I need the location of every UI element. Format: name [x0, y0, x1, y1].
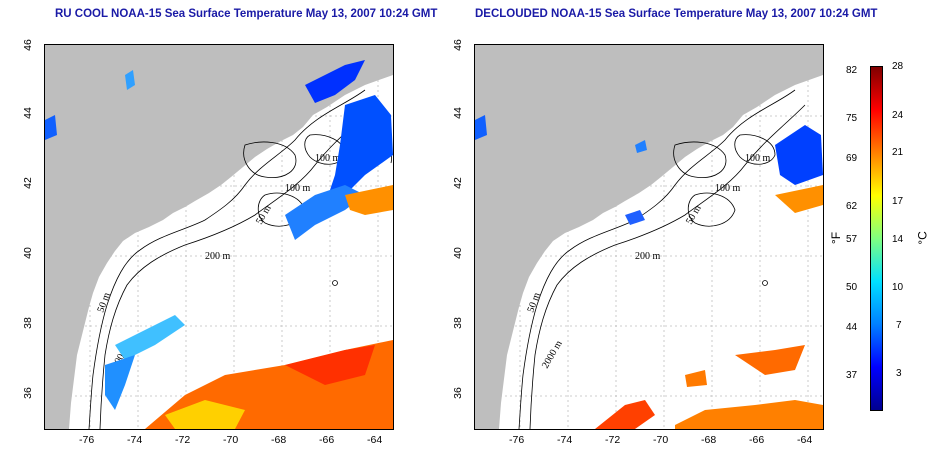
fahrenheit-tick: 50: [846, 282, 858, 293]
x-tick-label: -76: [509, 434, 525, 446]
x-tick-label: -70: [223, 434, 239, 446]
y-tick-label: 46: [451, 39, 464, 51]
left-contour-label: 50 m: [254, 203, 274, 226]
right-contour-label: 100 m: [715, 183, 741, 194]
fahrenheit-unit-label: °F: [829, 231, 844, 245]
temperature-colorbar: [870, 66, 883, 411]
right-contour-label: 50 m: [525, 291, 542, 314]
fahrenheit-tick: 37: [846, 370, 858, 381]
y-tick-label: 42: [21, 177, 34, 189]
y-tick-label: 40: [451, 247, 464, 259]
fahrenheit-tick: 82: [846, 65, 858, 76]
x-tick-label: -66: [749, 434, 765, 446]
x-tick-label: -76: [79, 434, 95, 446]
y-tick-label: 38: [21, 317, 34, 329]
fahrenheit-tick: 57: [846, 234, 858, 245]
fahrenheit-tick: 44: [846, 322, 858, 333]
x-tick-label: -72: [175, 434, 191, 446]
celsius-tick: 14: [892, 234, 904, 245]
right-contour-label: 200 m: [635, 251, 661, 262]
x-tick-label: -66: [319, 434, 335, 446]
celsius-tick: 10: [892, 282, 904, 293]
y-tick-label: 38: [451, 317, 464, 329]
right-sst-map: 100 m 100 m 50 m 200 m 50 m 2000 m: [474, 44, 824, 430]
x-tick-label: -64: [797, 434, 813, 446]
y-tick-label: 46: [21, 39, 34, 51]
celsius-tick: 7: [896, 320, 902, 331]
y-tick-label: 44: [21, 107, 34, 119]
right-sst-patches: [475, 115, 823, 429]
celsius-tick: 17: [892, 196, 904, 207]
right-contour-label: 50 m: [684, 203, 704, 226]
celsius-unit-label: °C: [915, 231, 930, 245]
right-bathymetry-contours: [518, 89, 822, 429]
right-map-canvas: 100 m 100 m 50 m 200 m 50 m 2000 m: [475, 45, 823, 429]
x-tick-label: -64: [367, 434, 383, 446]
left-map-title: RU COOL NOAA-15 Sea Surface Temperature …: [55, 8, 438, 20]
fahrenheit-tick: 75: [846, 113, 858, 124]
celsius-tick: 21: [892, 147, 904, 158]
y-tick-label: 40: [21, 247, 34, 259]
left-contour-label: 100 m: [285, 183, 311, 194]
right-contour-label: 2000 m: [540, 339, 565, 371]
x-tick-label: -70: [653, 434, 669, 446]
x-tick-label: -74: [127, 434, 143, 446]
left-sst-patches: [45, 60, 393, 429]
y-tick-label: 36: [21, 387, 34, 399]
fahrenheit-tick: 62: [846, 201, 858, 212]
y-tick-label: 42: [451, 177, 464, 189]
left-land-mass: [45, 45, 393, 429]
x-tick-label: -74: [557, 434, 573, 446]
y-tick-label: 36: [451, 387, 464, 399]
left-contour-label: 100 m: [315, 153, 341, 164]
right-contour-label: 100 m: [745, 153, 771, 164]
x-tick-label: -68: [271, 434, 287, 446]
left-contour-label: 50 m: [95, 291, 112, 314]
x-tick-label: -68: [701, 434, 717, 446]
y-tick-label: 44: [451, 107, 464, 119]
left-contour-label: 200 m: [205, 251, 231, 262]
fahrenheit-tick: 69: [846, 153, 858, 164]
right-land-mass: [475, 45, 823, 429]
right-map-title: DECLOUDED NOAA-15 Sea Surface Temperatur…: [475, 8, 878, 20]
left-sst-map: 100 m 100 m 50 m 200 m 50 m 2000 m: [44, 44, 394, 430]
left-map-canvas: 100 m 100 m 50 m 200 m 50 m 2000 m: [45, 45, 393, 429]
celsius-tick: 28: [892, 61, 904, 72]
celsius-tick: 3: [896, 368, 902, 379]
x-tick-label: -72: [605, 434, 621, 446]
celsius-tick: 24: [892, 110, 904, 121]
